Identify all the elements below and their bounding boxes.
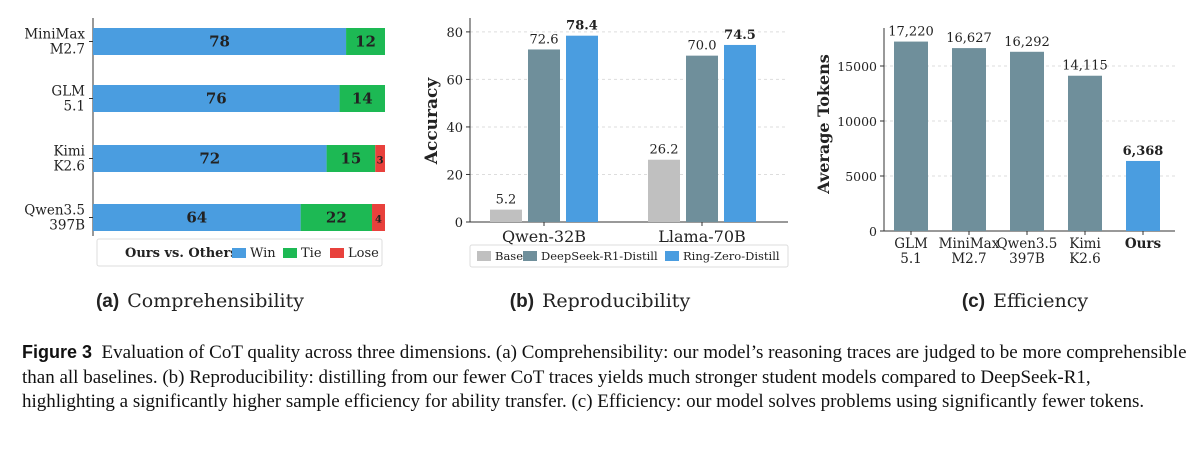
bar-value-label: 76 bbox=[206, 90, 227, 108]
bar bbox=[566, 35, 598, 222]
legend-label: Ring-Zero-Distill bbox=[683, 249, 780, 263]
x-tick-label: 5.1 bbox=[900, 251, 921, 267]
y-tick-label: 0 bbox=[869, 224, 877, 239]
legend-swatch bbox=[330, 248, 344, 258]
bar-value-label: 72 bbox=[199, 150, 220, 168]
figure-label: Figure 3 bbox=[22, 342, 93, 362]
x-tick-label: Llama-70B bbox=[658, 227, 746, 246]
bar-value-label: 14,115 bbox=[1062, 59, 1108, 74]
y-tick-label: Kimi bbox=[53, 144, 85, 160]
bar bbox=[490, 209, 522, 222]
y-tick-label: 60 bbox=[446, 73, 463, 88]
y-tick-label: 5.1 bbox=[64, 99, 85, 115]
panel-title: (b) Reproducibility bbox=[510, 290, 691, 312]
bar-value-label: 6,368 bbox=[1123, 144, 1164, 159]
bar-segment-win bbox=[93, 85, 340, 112]
bar bbox=[894, 41, 928, 231]
y-tick-label: 5000 bbox=[845, 169, 877, 184]
x-tick-label: Qwen3.5 bbox=[997, 236, 1058, 252]
bar-segment-win bbox=[93, 204, 301, 231]
bar-value-label: 70.0 bbox=[688, 39, 717, 54]
legend-swatch bbox=[665, 251, 679, 261]
bar-value-label: 16,627 bbox=[946, 31, 992, 46]
bar-value-label: 4 bbox=[375, 215, 382, 226]
figure-caption: Figure 3 Evaluation of CoT quality acros… bbox=[22, 340, 1187, 415]
caption-text: Evaluation of CoT quality across three d… bbox=[22, 342, 1187, 412]
bar-value-label: 22 bbox=[326, 209, 347, 227]
x-tick-label: K2.6 bbox=[1069, 251, 1101, 267]
bar-value-label: 78 bbox=[209, 33, 230, 51]
panel-title: (c) Efficiency bbox=[962, 290, 1089, 312]
bar bbox=[724, 44, 756, 222]
legend-swatch bbox=[283, 248, 297, 258]
bar-segment-tie bbox=[346, 28, 385, 55]
bar-value-label: 64 bbox=[186, 209, 207, 227]
bar bbox=[528, 49, 560, 223]
bar bbox=[1010, 51, 1044, 232]
y-tick-label: 0 bbox=[455, 216, 463, 231]
y-axis-label: Accuracy bbox=[422, 77, 442, 166]
y-tick-label: MiniMax bbox=[24, 27, 85, 43]
x-tick-label: 397B bbox=[1009, 251, 1045, 267]
bar bbox=[1126, 160, 1160, 231]
x-tick-label: MiniMax bbox=[939, 236, 1000, 252]
y-tick-label: 10000 bbox=[837, 114, 877, 129]
bar-segment-tie bbox=[339, 85, 385, 112]
y-axis-label: Average Tokens bbox=[814, 54, 833, 195]
y-tick-label: 80 bbox=[446, 26, 463, 41]
bar-value-label: 17,220 bbox=[888, 25, 934, 40]
bar bbox=[686, 55, 718, 222]
bar-segment-win bbox=[93, 145, 327, 172]
legend-title: Ours vs. Others: bbox=[125, 246, 242, 261]
y-tick-label: 397B bbox=[49, 218, 85, 234]
legend-label: DeepSeek-R1-Distill bbox=[541, 249, 658, 263]
bar-value-label: 15 bbox=[340, 150, 361, 168]
legend-swatch bbox=[477, 251, 491, 261]
x-tick-label: Kimi bbox=[1069, 236, 1101, 252]
bar-segment-lose bbox=[375, 145, 385, 172]
legend-swatch bbox=[523, 251, 537, 261]
bar bbox=[952, 48, 986, 232]
legend-swatch bbox=[232, 248, 246, 258]
bar-value-label: 16,292 bbox=[1004, 35, 1050, 50]
y-tick-label: K2.6 bbox=[53, 159, 85, 175]
x-tick-label: M2.7 bbox=[951, 251, 986, 267]
bar-value-label: 26.2 bbox=[650, 143, 679, 158]
bar-value-label: 78.4 bbox=[566, 19, 598, 34]
bar-segment-tie bbox=[326, 145, 376, 172]
bar bbox=[648, 159, 680, 222]
legend-label: Tie bbox=[301, 246, 322, 261]
x-tick-label: Qwen-32B bbox=[502, 227, 586, 246]
panel-title: (a) Comprehensibility bbox=[96, 290, 304, 312]
y-tick-label: 15000 bbox=[837, 59, 877, 74]
y-tick-label: M2.7 bbox=[50, 42, 85, 58]
legend-label: Lose bbox=[348, 246, 379, 261]
y-tick-label: GLM bbox=[51, 84, 85, 100]
bar-segment-win bbox=[93, 28, 347, 55]
bar-segment-lose bbox=[372, 204, 385, 231]
y-tick-label: 40 bbox=[446, 121, 463, 136]
bar-value-label: 12 bbox=[355, 33, 376, 51]
y-tick-label: Qwen3.5 bbox=[24, 203, 85, 219]
bar-value-label: 72.6 bbox=[530, 32, 559, 47]
bar-value-label: 14 bbox=[352, 90, 373, 108]
x-tick-label: Ours bbox=[1125, 236, 1162, 252]
bar-value-label: 5.2 bbox=[496, 193, 517, 208]
efficiency-chart: 0 5000 10000 15000 Average Tokens 17,220 GLM5.… bbox=[814, 25, 1175, 312]
bar-value-label: 74.5 bbox=[724, 28, 756, 43]
bar-value-label: 3 bbox=[377, 156, 384, 167]
legend-label: Base bbox=[495, 249, 523, 263]
legend-label: Win bbox=[250, 246, 276, 261]
y-tick-label: 20 bbox=[446, 168, 463, 183]
legend-box bbox=[469, 244, 789, 268]
reproducibility-chart: 0 20 40 60 80 Accuracy 5.2 72.6 78.4 Qwen-32B 26.2… bbox=[422, 18, 789, 312]
bar-segment-tie bbox=[300, 204, 373, 231]
x-tick-label: GLM bbox=[894, 236, 928, 252]
bar bbox=[1068, 75, 1102, 231]
